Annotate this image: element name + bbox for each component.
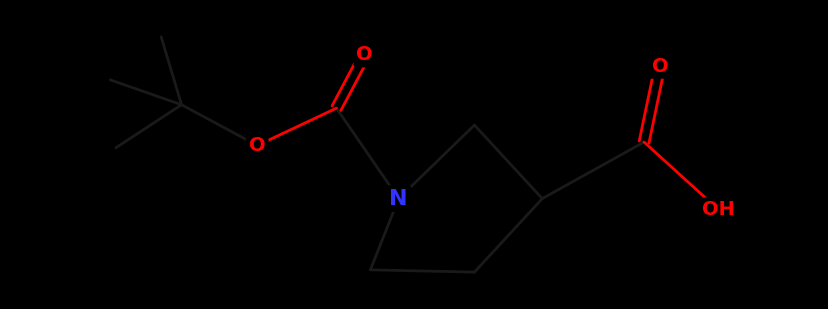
- Text: OH: OH: [701, 201, 734, 219]
- Text: O: O: [356, 45, 373, 65]
- Text: N: N: [389, 188, 407, 209]
- Text: O: O: [651, 57, 667, 76]
- Text: O: O: [248, 136, 265, 155]
